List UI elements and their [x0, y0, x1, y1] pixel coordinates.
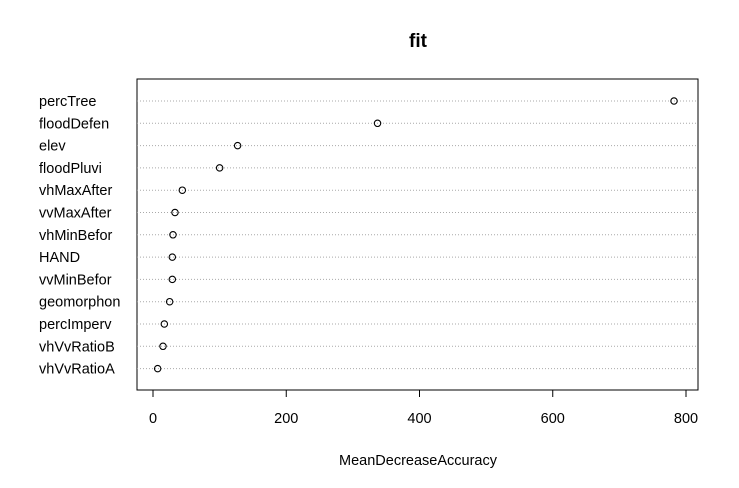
data-point	[159, 342, 167, 351]
data-point	[169, 231, 177, 239]
x-axis: 0 200 400 600 800	[149, 389, 698, 427]
category-label: vhMaxAfter	[39, 183, 112, 199]
category-label: percTree	[39, 94, 96, 110]
x-tick-label: 800	[674, 411, 698, 427]
grid-lines	[137, 100, 698, 370]
category-label: vhMinBefor	[39, 228, 113, 244]
data-point	[233, 141, 242, 150]
category-label: percImperv	[39, 317, 112, 333]
data-point	[670, 97, 678, 105]
category-label: vhVvRatioA	[39, 362, 115, 378]
category-label: elev	[39, 139, 66, 155]
data-point	[160, 320, 169, 328]
data-point	[178, 186, 187, 194]
x-tick-label: 400	[407, 411, 431, 427]
category-label: HAND	[39, 250, 80, 266]
chart-title: fit	[409, 31, 428, 52]
category-label: vvMaxAfter	[39, 206, 112, 222]
x-tick-label: 600	[541, 411, 565, 427]
category-labels: percTree floodDefen elev floodPluvi vhMaxAft…	[39, 94, 120, 378]
x-tick-label: 200	[274, 411, 298, 427]
category-label: floodPluvi	[39, 161, 102, 177]
data-point	[171, 208, 179, 217]
data-points	[153, 97, 678, 373]
x-axis-title: MeanDecreaseAccuracy	[339, 453, 498, 469]
data-point	[168, 253, 177, 261]
category-label: vhVvRatioB	[39, 339, 115, 355]
data-point	[373, 119, 382, 128]
category-label: vvMinBefor	[39, 272, 112, 288]
x-tick-label: 0	[149, 411, 157, 427]
category-label: floodDefen	[39, 116, 109, 132]
data-point	[153, 364, 162, 373]
data-point	[215, 164, 224, 172]
data-point	[165, 297, 174, 306]
data-point	[168, 275, 177, 284]
category-label: geomorphon	[39, 295, 120, 311]
